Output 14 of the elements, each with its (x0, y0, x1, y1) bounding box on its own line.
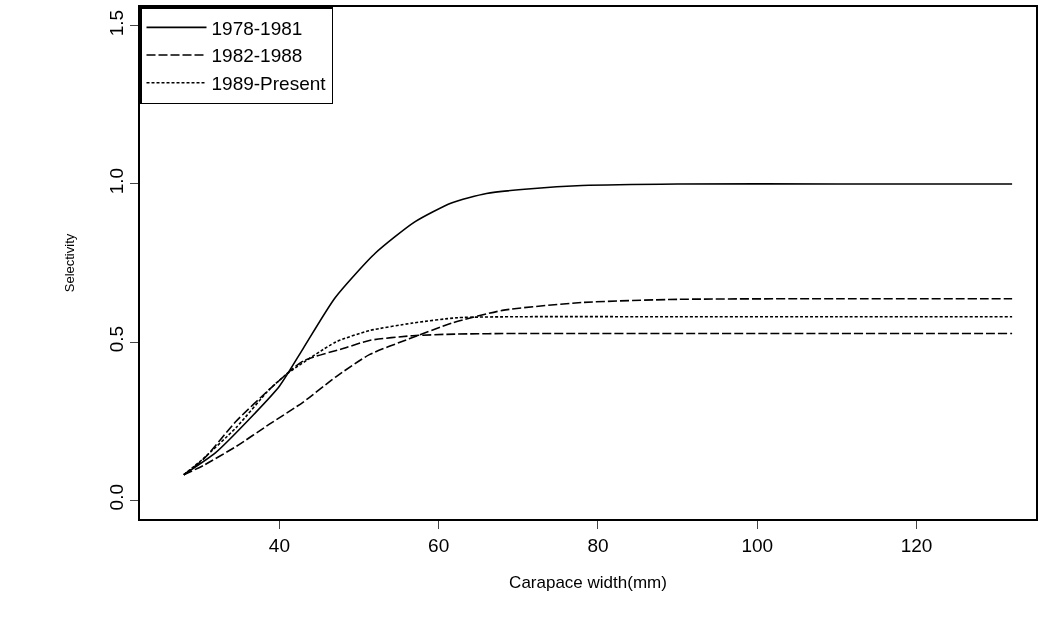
x-tick-label: 80 (587, 534, 609, 556)
y-axis-title: Selectivity (62, 233, 78, 293)
x-tick-label: 60 (428, 534, 450, 556)
x-tick-label: 40 (268, 534, 290, 556)
legend-label: 1978-1981 (211, 17, 303, 39)
x-tick-label: 120 (900, 534, 933, 556)
legend-label: 1982-1988 (211, 45, 303, 67)
x-tick-label: 100 (741, 534, 774, 556)
x-axis-title: Carapace width(mm) (509, 573, 667, 593)
y-tick-label: 0.0 (105, 483, 127, 511)
legend-label: 1989-Present (211, 73, 327, 95)
y-tick-label: 1.0 (105, 167, 127, 195)
y-tick-label: 1.5 (105, 9, 127, 37)
y-tick-label: 0.5 (105, 325, 127, 353)
